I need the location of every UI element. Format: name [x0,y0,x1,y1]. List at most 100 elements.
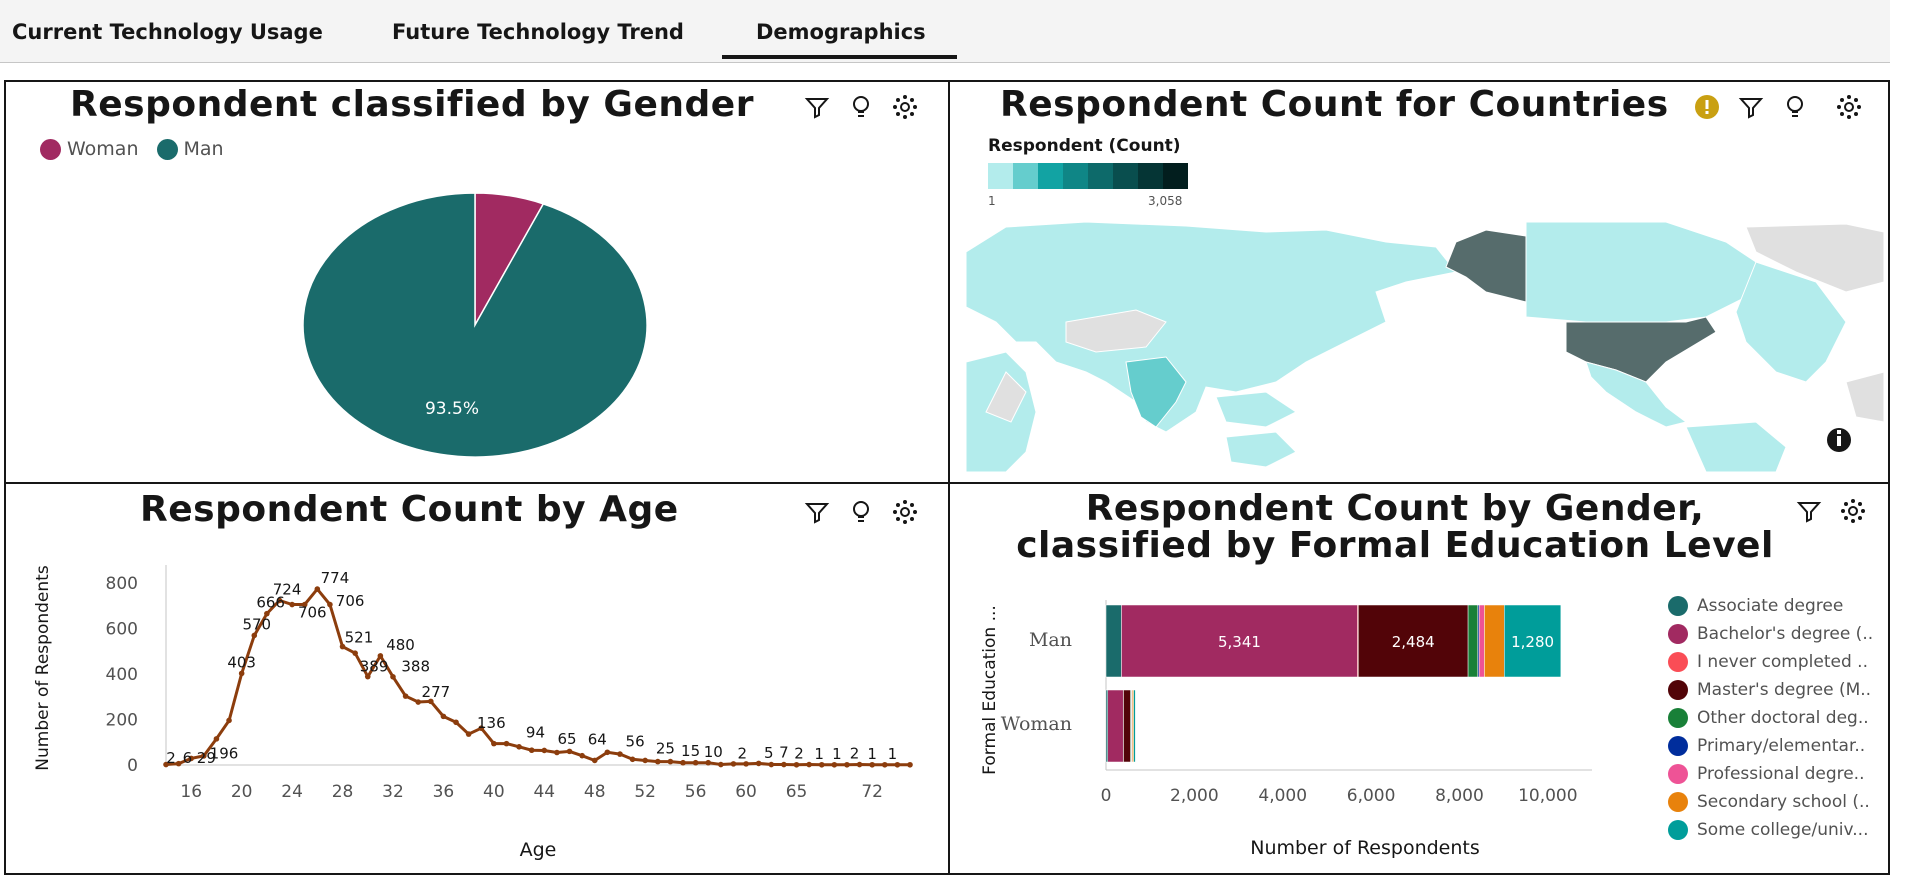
education-bar-man[interactable] [1105,604,1122,678]
age-data-point[interactable] [314,586,321,592]
map-region-usa[interactable] [1565,316,1717,383]
age-data-point[interactable] [705,759,712,766]
age-data-point[interactable] [377,653,384,659]
education-bar-man[interactable] [1478,604,1485,678]
age-data-point[interactable] [768,761,775,768]
age-data-point[interactable] [264,610,270,617]
map-region-nodata[interactable] [1745,223,1884,293]
age-data-point[interactable] [730,761,737,767]
education-bar-man[interactable] [1121,604,1358,678]
age-data-point[interactable] [440,713,447,720]
education-legend-item[interactable]: Professional degre.. [1668,764,1865,784]
age-data-point[interactable] [327,601,333,608]
age-data-point[interactable] [428,698,434,705]
age-data-point[interactable] [276,597,283,604]
age-data-point[interactable] [680,759,686,766]
age-data-point[interactable] [478,725,485,731]
age-data-point[interactable] [591,757,598,764]
map-region-nodata[interactable] [1845,371,1884,423]
education-legend-item[interactable]: I never completed .. [1668,652,1868,672]
focus-icon[interactable] [1835,93,1863,121]
education-bar-man[interactable] [1504,604,1562,678]
filter-icon[interactable] [1795,497,1823,525]
age-data-point[interactable] [339,643,346,650]
education-bar-woman[interactable] [1133,689,1136,763]
age-data-point[interactable] [566,748,573,755]
age-data-point[interactable] [743,761,749,767]
age-data-point[interactable] [364,673,371,680]
age-data-point[interactable] [844,761,850,768]
education-bar-man[interactable] [1467,604,1479,678]
age-data-point[interactable] [793,761,800,768]
age-data-point[interactable] [251,632,258,639]
age-data-point[interactable] [465,731,472,737]
age-data-point[interactable] [453,719,459,726]
age-data-point[interactable] [818,761,825,768]
world-map[interactable] [966,222,1884,472]
education-legend-item[interactable]: Master's degree (M.. [1668,680,1871,700]
lightbulb-icon[interactable] [1781,93,1809,121]
age-data-point[interactable] [856,761,863,768]
map-region-alaska[interactable] [1445,229,1527,303]
age-data-point[interactable] [213,736,220,742]
education-bar-woman[interactable] [1123,689,1131,763]
education-bar-man[interactable] [1358,604,1469,678]
map-region-mexico[interactable] [1585,361,1688,428]
age-data-point[interactable] [516,744,522,750]
map-region-nodata[interactable] [1065,309,1167,353]
age-data-point[interactable] [415,699,422,705]
filter-icon[interactable] [803,93,831,121]
age-data-point[interactable] [881,761,888,768]
age-data-point[interactable] [718,761,724,768]
education-legend-item[interactable]: Bachelor's degree (.. [1668,624,1873,644]
education-legend-item[interactable]: Other doctoral deg.. [1668,708,1869,728]
age-data-point[interactable] [528,747,535,754]
age-data-point[interactable] [907,761,913,768]
tab-future-technology-trend[interactable]: Future Technology Trend [392,20,684,44]
age-data-point[interactable] [755,760,762,767]
age-data-point[interactable] [617,751,623,757]
education-legend-item[interactable]: Associate degree [1668,596,1843,616]
pie-slice-man[interactable] [302,192,648,458]
age-data-point[interactable] [831,761,838,768]
education-bar-woman[interactable] [1107,689,1124,763]
focus-icon[interactable] [891,93,919,121]
age-data-point[interactable] [667,758,674,765]
tab-current-technology-usage[interactable]: Current Technology Usage [12,20,323,44]
age-data-point[interactable] [642,757,648,764]
age-data-point[interactable] [579,752,585,759]
age-data-point[interactable] [869,761,875,768]
age-data-point[interactable] [503,740,510,747]
age-data-point[interactable] [175,760,182,767]
tab-demographics[interactable]: Demographics [756,20,926,44]
age-data-point[interactable] [301,601,308,608]
age-data-point[interactable] [894,761,901,768]
age-data-point[interactable] [289,601,295,608]
age-data-point[interactable] [238,670,245,677]
age-data-point[interactable] [402,693,409,699]
age-data-point[interactable] [390,674,396,680]
education-bar-woman[interactable] [1105,689,1109,763]
map-region-islands[interactable] [1225,431,1297,468]
focus-icon[interactable] [891,498,919,526]
education-legend-item[interactable]: Secondary school (.. [1668,792,1870,812]
map-region-nodata[interactable] [985,371,1027,423]
lightbulb-icon[interactable] [847,498,875,526]
focus-icon[interactable] [1839,497,1867,525]
age-data-point[interactable] [201,753,207,759]
warning-icon[interactable] [1693,93,1721,121]
age-data-point[interactable] [692,759,699,766]
age-data-point[interactable] [554,749,560,756]
age-data-point[interactable] [604,749,611,756]
education-legend-item[interactable]: Some college/univ... [1668,820,1868,840]
education-legend-item[interactable]: Primary/elementar.. [1668,736,1865,756]
education-bar-man[interactable] [1484,604,1505,678]
age-data-point[interactable] [188,755,195,762]
filter-icon[interactable] [1737,93,1765,121]
map-region-eurasia[interactable] [966,222,1457,433]
age-data-point[interactable] [629,756,636,763]
age-data-point[interactable] [352,650,358,656]
age-data-point[interactable] [491,740,497,747]
age-data-point[interactable] [806,761,812,768]
age-data-point[interactable] [541,747,548,754]
